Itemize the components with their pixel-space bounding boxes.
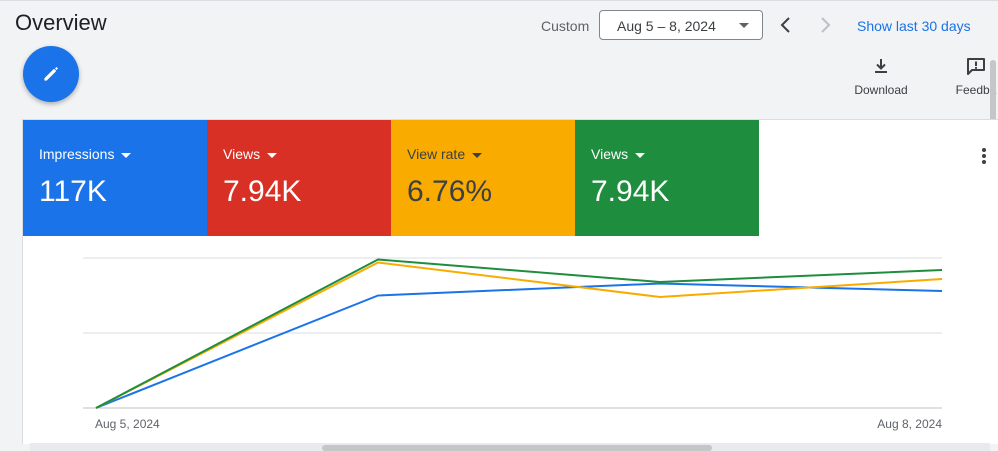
series-line-0 bbox=[95, 282, 943, 409]
page-scrollbar[interactable] bbox=[990, 60, 996, 145]
edit-button[interactable] bbox=[23, 46, 79, 102]
metric-tile-views-secondary[interactable]: Views 7.94K bbox=[575, 120, 759, 236]
next-period-button[interactable] bbox=[813, 12, 837, 38]
date-range-value: Aug 5 – 8, 2024 bbox=[617, 18, 716, 34]
metric-label: Views bbox=[591, 146, 646, 162]
metric-tile-views[interactable]: Views 7.94K bbox=[207, 120, 391, 236]
download-label: Download bbox=[854, 83, 908, 97]
metric-tile-impressions[interactable]: Impressions 117K bbox=[23, 120, 207, 236]
previous-period-button[interactable] bbox=[774, 12, 798, 38]
more-vert-icon bbox=[978, 148, 990, 164]
series-line-2 bbox=[95, 258, 943, 409]
caret-down-icon bbox=[635, 152, 646, 158]
metric-label: Views bbox=[223, 146, 278, 162]
download-icon bbox=[875, 59, 887, 73]
metric-label: Impressions bbox=[39, 146, 132, 162]
line-chart: Aug 5, 2024 Aug 8, 2024 bbox=[83, 257, 943, 431]
download-button[interactable]: Download bbox=[850, 56, 912, 97]
caret-down-icon bbox=[121, 152, 132, 158]
metric-value: 7.94K bbox=[591, 175, 670, 208]
metric-value: 6.76% bbox=[407, 175, 493, 208]
top-divider bbox=[0, 0, 998, 1]
caret-down-icon bbox=[267, 152, 278, 158]
caret-down-icon bbox=[472, 152, 483, 158]
scrollbar-thumb[interactable] bbox=[322, 445, 712, 451]
metric-value: 7.94K bbox=[223, 175, 302, 208]
feedback-icon bbox=[967, 58, 985, 75]
metric-label: View rate bbox=[407, 146, 483, 162]
pencil-icon bbox=[44, 67, 58, 81]
metric-tile-view-rate[interactable]: View rate 6.76% bbox=[391, 120, 575, 236]
show-last-30-days-link[interactable]: Show last 30 days bbox=[857, 18, 971, 34]
caret-down-icon bbox=[739, 23, 749, 28]
date-range-select[interactable]: Aug 5 – 8, 2024 bbox=[599, 10, 763, 40]
x-tick-label: Aug 8, 2024 bbox=[877, 417, 942, 431]
metrics-card: Impressions 117K Views 7.94K View rate 6… bbox=[22, 119, 998, 444]
metric-value: 117K bbox=[39, 175, 107, 208]
x-tick-label: Aug 5, 2024 bbox=[95, 417, 160, 431]
page-title: Overview bbox=[15, 10, 107, 35]
chevron-right-icon bbox=[821, 17, 831, 33]
chevron-left-icon bbox=[780, 17, 790, 33]
custom-range-label: Custom bbox=[541, 18, 590, 34]
feedback-label: Feedba bbox=[955, 83, 997, 97]
horizontal-scrollbar[interactable] bbox=[30, 443, 990, 451]
feedback-button[interactable]: Feedba bbox=[946, 56, 998, 97]
more-options-button[interactable] bbox=[978, 148, 990, 168]
series-line-1 bbox=[95, 261, 943, 409]
